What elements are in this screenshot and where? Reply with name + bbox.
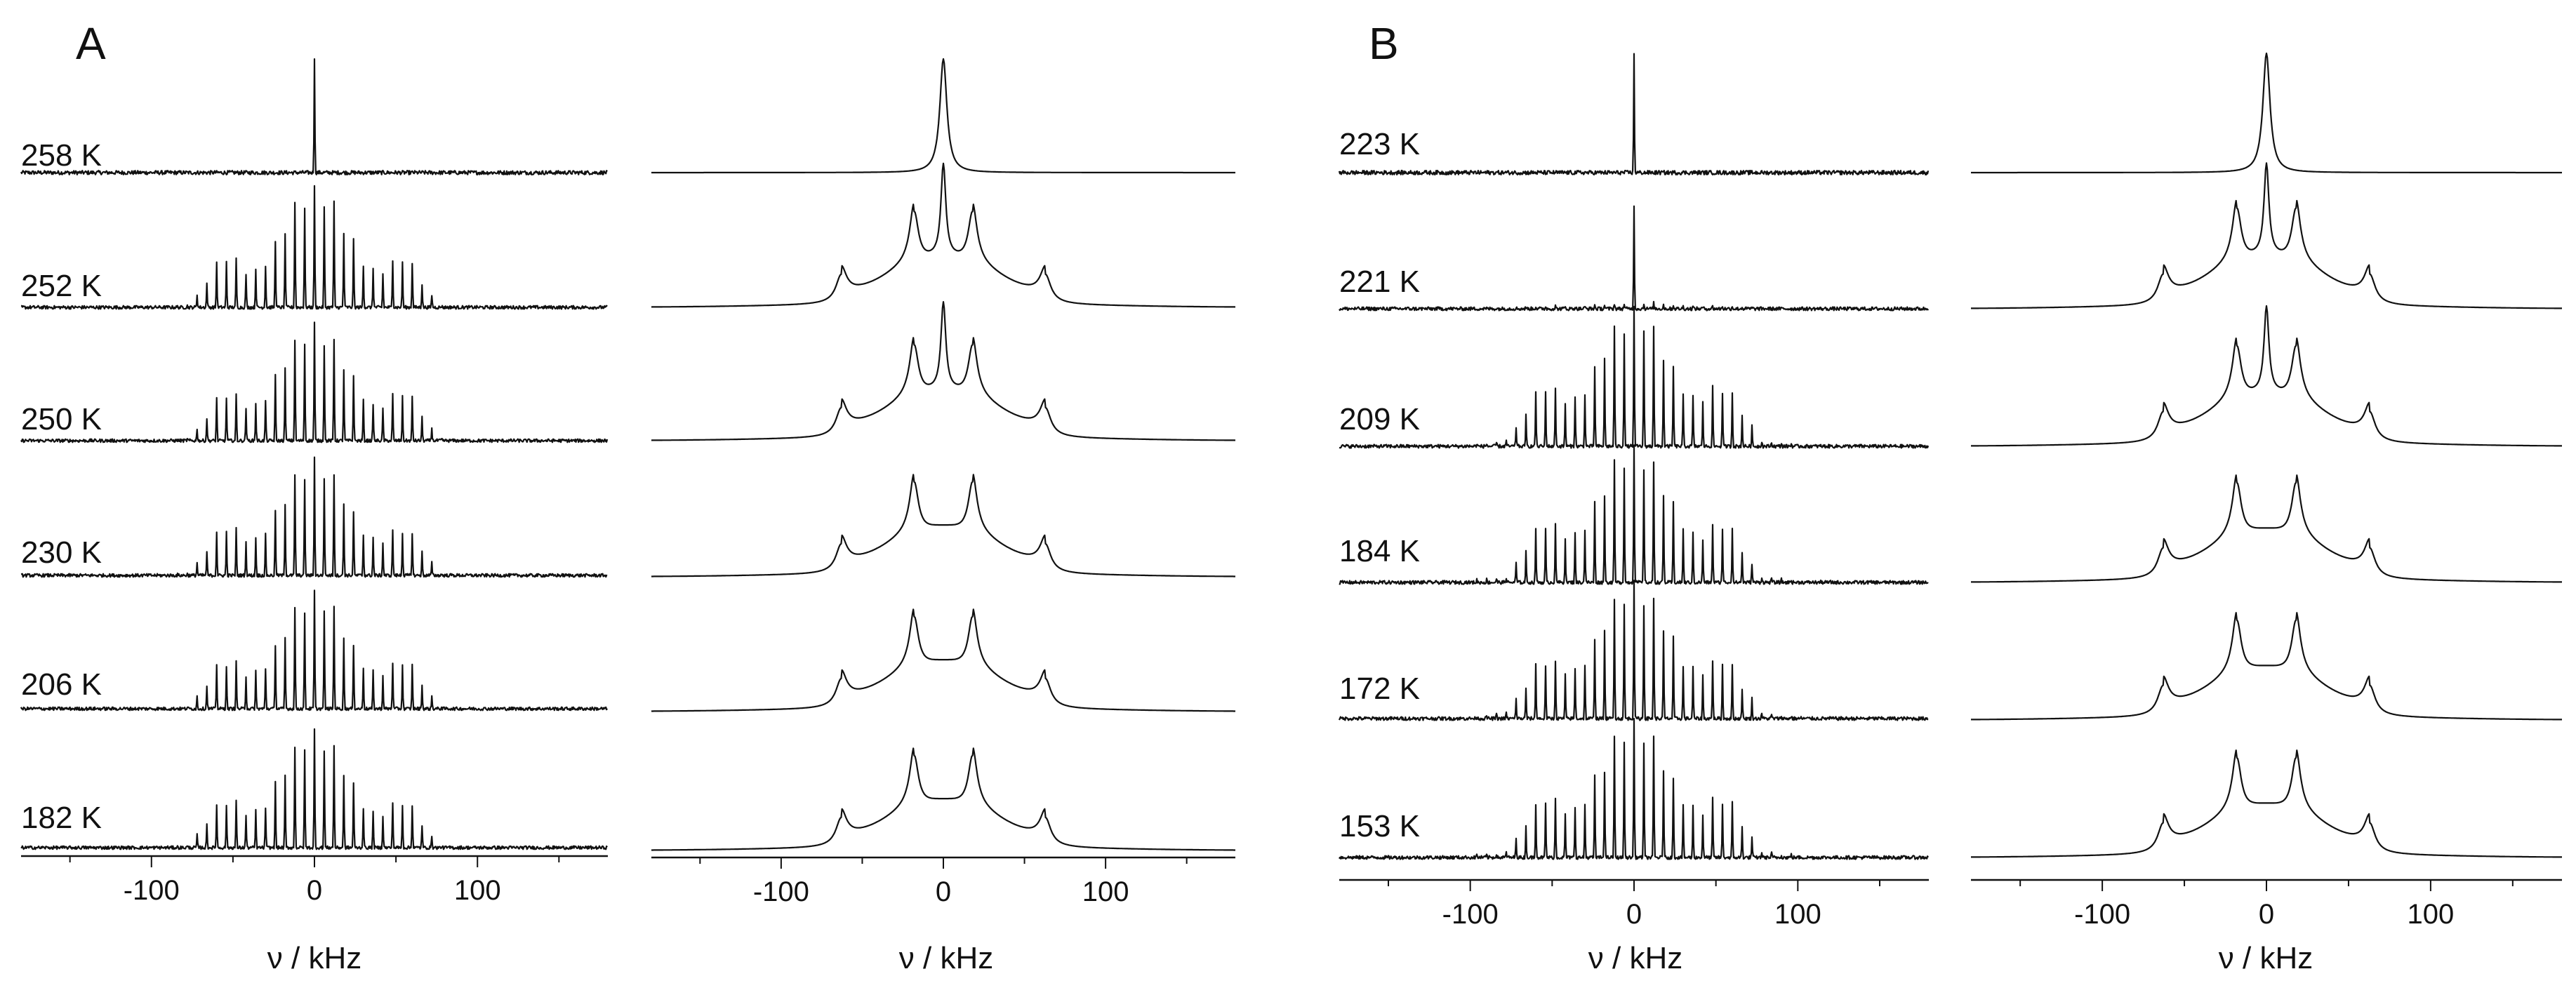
spectrum-trace (20, 185, 608, 310)
tick-label: 100 (2408, 899, 2455, 930)
spectrum-trace (1339, 305, 1930, 449)
temperature-labels-b: 223 K 221 K 209 K 184 K 172 K 153 K (1339, 127, 1420, 843)
spectrum-trace (1971, 162, 2562, 309)
spectrum-trace (1971, 612, 2562, 721)
spectrum-trace (651, 301, 1236, 441)
spectrum-trace (651, 608, 1235, 712)
spectrum-trace (20, 456, 608, 578)
temp-label: 221 K (1339, 265, 1420, 299)
spectrum-trace (651, 162, 1236, 308)
spectrum-trace (20, 58, 608, 175)
axis-title: ν / kHz (2219, 941, 2313, 975)
tick-label: 0 (307, 875, 322, 906)
panel-letter-b: B (1369, 18, 1399, 69)
tick-label: -100 (124, 875, 180, 906)
spectra-column-a-right: -100 0 100 (651, 58, 1236, 907)
temp-label: 206 K (21, 667, 102, 702)
temp-label: 230 K (21, 535, 102, 570)
spectrum-trace (651, 747, 1235, 851)
spectra-column-b-left: -100 0 100 (1338, 53, 1930, 930)
tick-label: 100 (454, 875, 501, 906)
spectrum-trace (1339, 205, 1930, 312)
axis-title: ν / kHz (1588, 941, 1682, 975)
spectrum-trace (1339, 717, 1930, 860)
spectrum-trace (1338, 53, 1930, 176)
temp-label: 258 K (21, 138, 102, 173)
spectrum-trace (1338, 580, 1929, 721)
panel-letter-a: A (76, 18, 106, 69)
spectra-column-a-left: -100 0 100 (20, 58, 609, 906)
temp-label: 184 K (1339, 534, 1420, 568)
spectrum-trace (1971, 474, 2562, 583)
spectrum-trace (651, 474, 1235, 578)
tick-label: 100 (1082, 876, 1129, 907)
spectrum-trace (20, 589, 608, 712)
axis-title: ν / kHz (899, 941, 993, 975)
tick-label: 0 (2259, 899, 2274, 930)
tick-label: 0 (936, 876, 951, 907)
tick-label: -100 (1442, 899, 1499, 930)
spectra-column-b-right: -100 0 100 (1971, 52, 2562, 930)
temp-label: 172 K (1339, 672, 1420, 706)
spectrum-trace (20, 728, 608, 850)
tick-label: -100 (2074, 899, 2130, 930)
spectrum-trace (20, 321, 609, 443)
tick-label: 100 (1774, 899, 1821, 930)
spectrum-trace (1339, 444, 1929, 585)
temp-label: 182 K (21, 801, 102, 835)
spectrum-trace (1971, 305, 2562, 447)
axis-title: ν / kHz (267, 941, 361, 975)
tick-label: 0 (1626, 899, 1642, 930)
temp-label: 209 K (1339, 402, 1420, 436)
temp-label: 252 K (21, 269, 102, 303)
temperature-labels-a: 258 K 252 K 250 K 230 K 206 K 182 K (21, 138, 102, 835)
spectrum-trace (651, 58, 1235, 174)
tick-label: -100 (753, 876, 809, 907)
spectra-layer: -100 0 100 -100 0 100 -100 0 100 -100 0 100 (20, 52, 2562, 930)
temp-label: 153 K (1339, 809, 1420, 843)
spectrum-trace (1971, 749, 2562, 858)
spectrum-trace (1971, 52, 2562, 174)
temp-label: 250 K (21, 402, 102, 436)
temp-label: 223 K (1339, 127, 1420, 161)
